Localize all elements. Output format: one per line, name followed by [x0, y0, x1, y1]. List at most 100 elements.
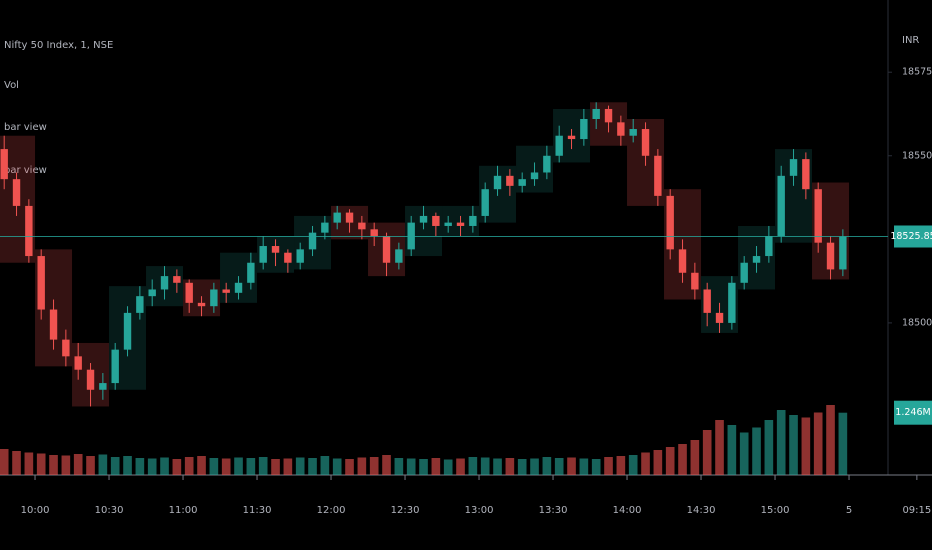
volume-bar	[184, 457, 194, 475]
current-price-label: 18525.85	[890, 231, 932, 242]
candle-body	[210, 289, 218, 307]
candle-body	[62, 339, 70, 357]
volume-bar	[567, 457, 576, 475]
candle-body	[678, 249, 687, 273]
volume-bar	[702, 430, 712, 475]
candle-body	[469, 215, 477, 226]
candle-body	[617, 122, 625, 136]
indicator-label: bar view	[4, 122, 47, 133]
volume-bar	[665, 447, 675, 475]
volume-bar	[0, 449, 9, 475]
candle-body	[789, 159, 798, 176]
volume-bar	[443, 459, 453, 475]
x-tick-label: 10:00	[21, 505, 50, 516]
bar-view-boxes	[0, 102, 850, 407]
volume-bar	[419, 459, 428, 475]
candle-body	[247, 262, 255, 283]
volume-bar	[61, 455, 71, 475]
candle-body	[765, 235, 773, 257]
candle-body	[12, 179, 21, 206]
candle-body	[826, 242, 835, 270]
volume-bar	[246, 458, 256, 475]
volume-bar	[283, 458, 293, 475]
candle-body	[197, 302, 206, 307]
x-tick-label: 5	[846, 505, 852, 516]
y-tick-label: 18500.00	[902, 317, 932, 328]
candle-body	[0, 149, 8, 180]
x-tick-label: 11:30	[243, 505, 272, 516]
candle-body	[345, 212, 354, 223]
volume-bar	[86, 456, 95, 475]
volume-bar	[123, 456, 132, 475]
x-tick-label: 10:30	[95, 505, 124, 516]
candle-body	[444, 222, 452, 226]
volume-bar	[826, 405, 835, 475]
candle-body	[493, 175, 502, 190]
x-tick-label: 12:30	[391, 505, 420, 516]
volume-bar	[332, 458, 342, 475]
volume-bar	[616, 456, 626, 475]
candle-body	[49, 309, 58, 340]
volume-bar	[493, 458, 502, 475]
volume-bar	[764, 420, 774, 475]
candle-body	[86, 369, 95, 390]
volume-bar	[628, 455, 638, 475]
y-tick-label: 18550.00	[902, 150, 932, 161]
volume-bar	[480, 457, 490, 475]
indicator-label: bar view	[4, 165, 47, 176]
volume-bar	[98, 454, 108, 475]
volume-bar	[727, 425, 737, 475]
candle-body	[296, 249, 304, 263]
volume-bar	[431, 458, 441, 475]
candle-body	[604, 108, 613, 123]
candle-body	[691, 272, 699, 290]
volume-bar	[320, 456, 330, 475]
volume-bar	[345, 459, 354, 475]
volume-bar	[135, 458, 145, 475]
volume-bar	[579, 458, 589, 475]
volume-bar	[690, 440, 700, 475]
volume-bar	[789, 415, 798, 475]
volume-bar	[678, 444, 687, 475]
volume-bar	[468, 457, 478, 475]
volume-bar	[172, 459, 182, 475]
volume-bar	[12, 451, 21, 475]
candle-body	[777, 175, 785, 236]
x-tick-label: 14:00	[613, 505, 642, 516]
candle-body	[728, 282, 736, 323]
candle-body	[173, 276, 181, 283]
candle-body	[432, 215, 440, 226]
volume-bar	[604, 457, 613, 475]
candle-body	[234, 282, 243, 293]
x-tick-label: 13:30	[539, 505, 568, 516]
candle-body	[148, 289, 156, 297]
candle-body	[284, 252, 292, 263]
candle-body	[592, 108, 600, 120]
current-price-badge	[894, 225, 932, 248]
candle-body	[136, 296, 144, 313]
volume-bar	[221, 458, 231, 475]
candle-body	[456, 222, 465, 226]
volume-bar	[197, 456, 206, 475]
volume-bar	[530, 458, 539, 475]
candles	[0, 102, 847, 407]
volume-bar	[505, 458, 515, 475]
candle-body	[506, 175, 514, 186]
volume-bar	[517, 459, 527, 475]
volume-bar	[308, 458, 317, 475]
candle-body	[160, 276, 169, 290]
volume-bar	[357, 457, 367, 475]
candle-body	[185, 282, 193, 303]
candle-body	[715, 312, 724, 323]
candle-body	[629, 129, 637, 136]
candle-body	[382, 235, 391, 263]
volume-bar	[591, 459, 601, 475]
candle-body	[580, 119, 588, 140]
candle-body	[666, 195, 674, 250]
volume-bar	[641, 452, 650, 475]
candle-body	[530, 172, 539, 180]
volume-bar	[456, 458, 465, 475]
candle-body	[358, 222, 366, 230]
candle-body	[567, 135, 576, 140]
volume-bar	[542, 457, 552, 475]
